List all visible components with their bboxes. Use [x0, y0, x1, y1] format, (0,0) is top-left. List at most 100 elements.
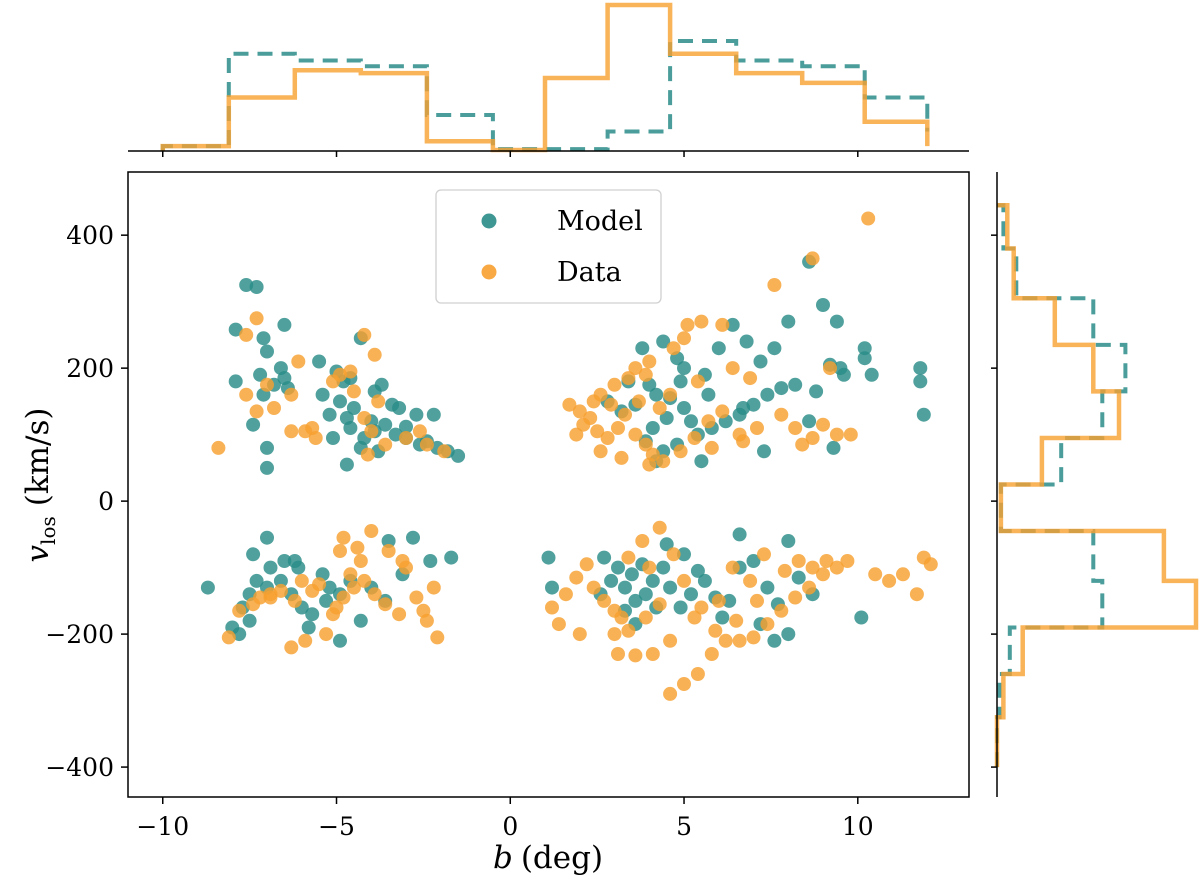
x-tick-label: 5: [676, 812, 692, 841]
data-point: [399, 431, 413, 445]
data-point: [607, 627, 622, 642]
data-point: [211, 440, 226, 455]
model-point: [624, 567, 639, 582]
model-point: [381, 534, 396, 548]
data-point: [840, 554, 855, 568]
data-point: [287, 593, 302, 608]
data-point: [621, 550, 636, 565]
model-point: [253, 367, 268, 382]
model-point: [760, 387, 775, 402]
y-tick-label: −200: [45, 620, 114, 649]
model-point: [659, 537, 674, 552]
data-point: [715, 404, 730, 419]
data-point: [805, 560, 820, 575]
data-point: [652, 520, 667, 535]
data-point: [690, 667, 705, 681]
data-point: [336, 530, 351, 545]
legend: Model Data: [435, 189, 662, 304]
x-axis-symbol: b: [493, 840, 513, 876]
model-point: [260, 440, 274, 455]
model-point: [701, 387, 716, 402]
data-point: [687, 431, 702, 445]
data-point: [861, 211, 876, 226]
plot-frame: [127, 171, 970, 798]
data-point: [357, 573, 372, 588]
data-point: [378, 437, 393, 452]
model-point: [833, 361, 848, 376]
top-histogram: [128, 2, 969, 157]
x-tick-label: −10: [136, 812, 189, 841]
data-point: [426, 580, 441, 595]
data-point: [621, 623, 636, 638]
data-point: [694, 600, 709, 615]
top-histogram-data-step: [160, 2, 930, 153]
model-point: [656, 560, 671, 575]
model-point: [684, 414, 698, 429]
data-point: [732, 633, 747, 648]
data-point: [364, 524, 379, 538]
data-point: [736, 434, 751, 449]
model-point: [260, 460, 274, 475]
data-point: [586, 394, 601, 409]
y-tick-label: 0: [98, 487, 114, 516]
model-point: [319, 593, 334, 608]
data-point: [642, 354, 657, 369]
y-axis-symbol: v: [20, 544, 56, 562]
model-point: [263, 560, 278, 575]
data-point: [367, 347, 382, 362]
data-point: [645, 647, 660, 661]
data-point: [395, 554, 410, 568]
model-point: [406, 530, 420, 545]
data-point: [823, 361, 837, 376]
data-point: [628, 648, 643, 663]
data-point: [882, 573, 897, 588]
data-point: [353, 554, 368, 568]
data-point: [221, 630, 236, 645]
data-point: [805, 431, 820, 445]
data-point: [896, 567, 910, 582]
data-point: [590, 424, 605, 439]
model-point: [451, 448, 466, 463]
model-point: [767, 633, 782, 648]
data-point: [291, 354, 306, 369]
model-point: [444, 550, 459, 565]
model-point: [857, 351, 872, 366]
data-point: [263, 590, 278, 605]
model-point: [913, 361, 928, 376]
data-point: [677, 677, 691, 691]
data-point: [909, 587, 924, 602]
data-point: [750, 421, 764, 435]
data-point: [357, 411, 372, 425]
y-tick-label: −400: [45, 753, 114, 782]
x-tick-label: 0: [502, 812, 518, 841]
data-point: [680, 317, 695, 332]
model-point: [333, 633, 347, 648]
data-point: [725, 560, 740, 575]
data-point: [409, 590, 424, 605]
model-point: [739, 334, 754, 349]
data-point: [569, 570, 584, 585]
model-point: [767, 341, 782, 356]
data-point: [816, 567, 830, 582]
model-point: [273, 573, 288, 588]
data-point: [767, 278, 782, 292]
data-point: [412, 424, 427, 439]
y-tick-label: 400: [66, 221, 114, 250]
data-point: [631, 394, 646, 409]
data-point: [273, 583, 288, 598]
x-tick-label: −5: [318, 812, 355, 841]
data-point: [551, 617, 566, 632]
model-point: [774, 381, 789, 396]
model-point: [228, 374, 243, 389]
data-point: [774, 603, 789, 618]
model-point: [757, 444, 771, 459]
model-point: [399, 419, 413, 434]
data-point: [663, 387, 678, 402]
model-point: [228, 322, 243, 337]
model-point: [346, 401, 361, 415]
model-point: [256, 331, 271, 346]
model-point: [753, 354, 768, 369]
model-point: [242, 613, 257, 628]
data-point: [788, 421, 803, 435]
data-point: [305, 583, 320, 598]
